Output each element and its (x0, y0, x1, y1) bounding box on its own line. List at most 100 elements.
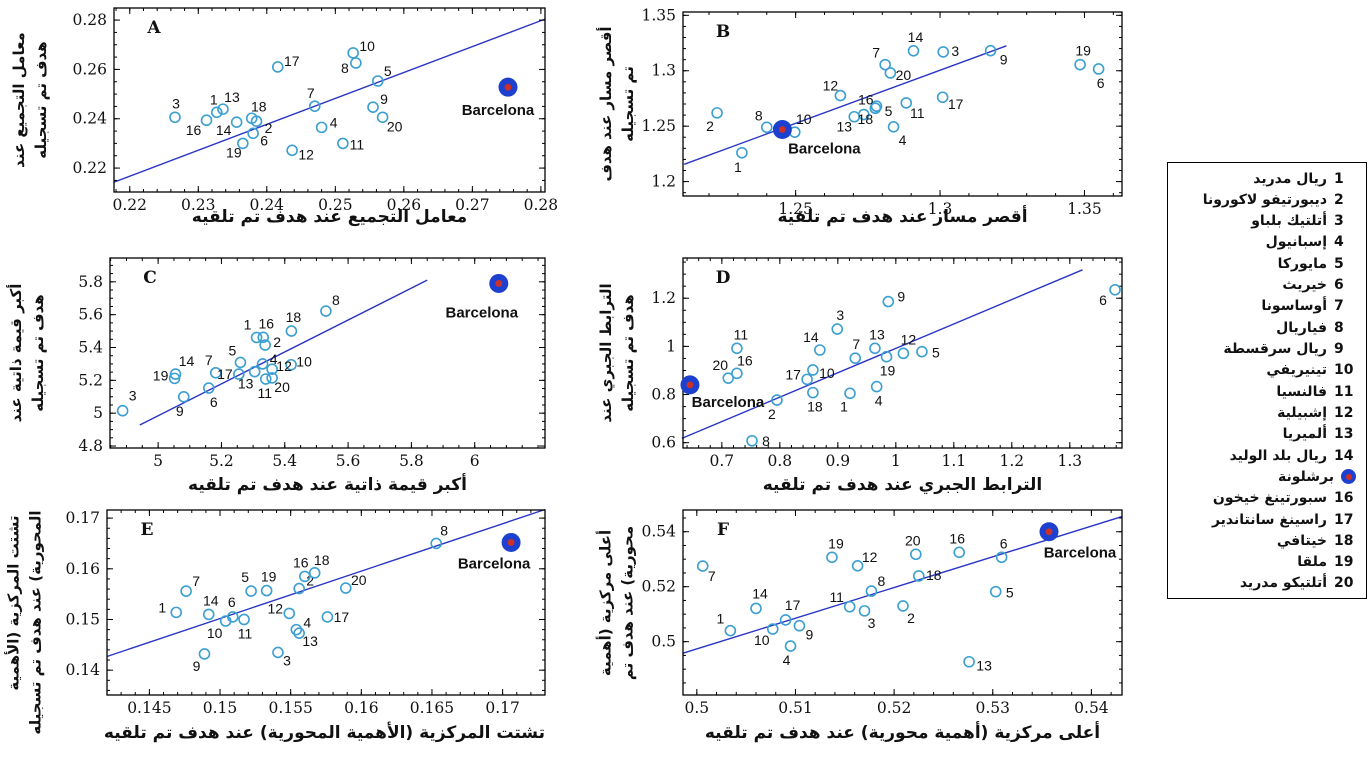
team-point-20 (339, 582, 352, 594)
team-point-label-19: 19 (226, 144, 242, 160)
team-point-2 (259, 339, 271, 351)
legend-item-1: ريال مدريد 1 (1172, 168, 1360, 189)
legend-team-name: ملقا (1297, 554, 1327, 571)
legend-item-8: فياريال 8 (1172, 317, 1360, 338)
team-point-label-3: 3 (129, 388, 137, 404)
team-point-6 (202, 382, 215, 394)
x-tick-label: 0.22 (113, 196, 148, 214)
team-point-8 (865, 585, 878, 597)
team-point-label-10: 10 (754, 632, 770, 648)
team-point-label-13: 13 (224, 89, 240, 105)
team-point-label-3: 3 (868, 615, 876, 631)
team-point-label-5: 5 (1006, 585, 1014, 601)
team-point-14 (230, 116, 243, 128)
team-point-label-20: 20 (712, 357, 728, 373)
y-tick-label: 5.2 (78, 371, 103, 389)
team-point-19 (168, 372, 181, 385)
team-point-2 (897, 600, 909, 612)
team-point-label-8: 8 (332, 292, 340, 308)
team-point-20 (884, 67, 897, 79)
team-point-7 (849, 352, 862, 364)
y-tick-label: 0.14 (65, 661, 100, 679)
panel-E: 0.145 0.15 0.155 0.16 0.165 0.17 0.14 0.15 0.16 0… (65, 508, 546, 717)
x-tick-label: 1.25 (778, 200, 813, 218)
team-point-label-13: 13 (836, 119, 852, 135)
y-tick-label: 5.8 (78, 273, 103, 291)
team-point-label-2: 2 (907, 610, 915, 626)
x-tick-label: 0.53 (976, 699, 1011, 717)
barcelona-label: Barcelona (462, 102, 535, 119)
team-point-label-1: 1 (244, 316, 252, 332)
x-tick-label: 1.3 (928, 200, 953, 218)
legend-team-name: سبورتينغ خيخون (1212, 490, 1327, 507)
team-point-label-17: 17 (217, 366, 233, 382)
team-point-7 (180, 585, 192, 597)
team-point-7 (308, 100, 321, 112)
legend-team-name: ألميريا (1282, 426, 1327, 443)
team-point-label-17: 17 (785, 366, 801, 382)
legend-item-12: إشبيلية 12 (1172, 402, 1360, 423)
legend-team-number: 18 (1334, 532, 1354, 549)
team-point-label-18: 18 (858, 111, 874, 127)
x-tick-label: 1 (891, 452, 901, 470)
axes-box (113, 7, 546, 193)
x-tick-label: 6 (470, 452, 480, 470)
team-point-label-12: 12 (823, 78, 839, 94)
legend-item-4: إسبانيول 4 (1172, 232, 1360, 253)
team-point-label-3: 3 (836, 307, 844, 323)
team-point-label-7: 7 (852, 336, 860, 352)
legend-item-17: راسينغ سانتاندير 17 (1172, 509, 1360, 530)
y-tick-label: 0.16 (65, 560, 100, 578)
team-point-18 (912, 570, 925, 582)
team-point-16 (953, 546, 966, 559)
team-point-label-13: 13 (976, 658, 992, 674)
x-tick-label: 0.15 (203, 699, 238, 717)
barcelona-point-core (504, 83, 512, 91)
team-point-13 (963, 655, 975, 668)
x-tick-label: 0.5 (684, 699, 709, 717)
xaxis-title-A: معامل التجميع عند هدف تم تلقيه (191, 207, 468, 227)
team-point-label-6: 6 (1099, 292, 1107, 308)
team-point-6 (1109, 283, 1121, 296)
team-point-7 (879, 58, 891, 71)
team-point-label-9: 9 (380, 91, 388, 107)
y-tick-label: 5.6 (78, 306, 103, 324)
team-point-3 (831, 323, 844, 335)
y-tick-label: 0.28 (72, 11, 107, 29)
team-point-label-11: 11 (257, 385, 272, 401)
barcelona-point-core (686, 381, 694, 389)
team-point-16 (857, 108, 870, 121)
legend-team-number: 4 (1334, 234, 1344, 251)
panel-letter: B (716, 22, 730, 42)
team-point-label-8: 8 (878, 573, 886, 589)
team-point-label-7: 7 (872, 45, 880, 61)
team-point-label-2: 2 (706, 118, 714, 134)
team-point-7 (696, 560, 709, 572)
panel-letter: E (141, 520, 154, 540)
barcelona-label: Barcelona (692, 394, 765, 411)
team-point-4 (315, 121, 328, 134)
yaxis-title-E: تشتت المركزية (الأهمية المحورية) عند هدف … (4, 510, 45, 735)
x-tick-label: 0.24 (250, 196, 285, 214)
team-point-label-19: 19 (880, 363, 896, 379)
team-point-label-3: 3 (951, 43, 959, 59)
team-point-1 (210, 106, 223, 119)
team-point-label-10: 10 (359, 38, 375, 54)
x-tick-label: 0.23 (181, 196, 216, 214)
y-tick-label: 0.15 (65, 610, 100, 628)
legend-item-5: مايوركا 5 (1172, 253, 1360, 274)
team-point-label-8: 8 (762, 433, 770, 449)
team-point-20 (722, 372, 735, 384)
team-point-label-16: 16 (858, 92, 874, 108)
x-tick-label: 5.4 (272, 452, 297, 470)
legend-team-name: إسبانيول (1265, 234, 1327, 251)
legend-team-name: راسينغ سانتاندير (1211, 511, 1327, 528)
x-tick-label: 0.8 (768, 452, 793, 470)
y-tick-label: 5 (93, 404, 103, 422)
team-point-label-13: 13 (302, 633, 318, 649)
team-point-1 (724, 624, 737, 637)
team-point-20 (910, 548, 922, 561)
team-point-5 (372, 75, 384, 87)
team-point-label-9: 9 (897, 289, 905, 305)
team-point-label-12: 12 (276, 358, 292, 374)
